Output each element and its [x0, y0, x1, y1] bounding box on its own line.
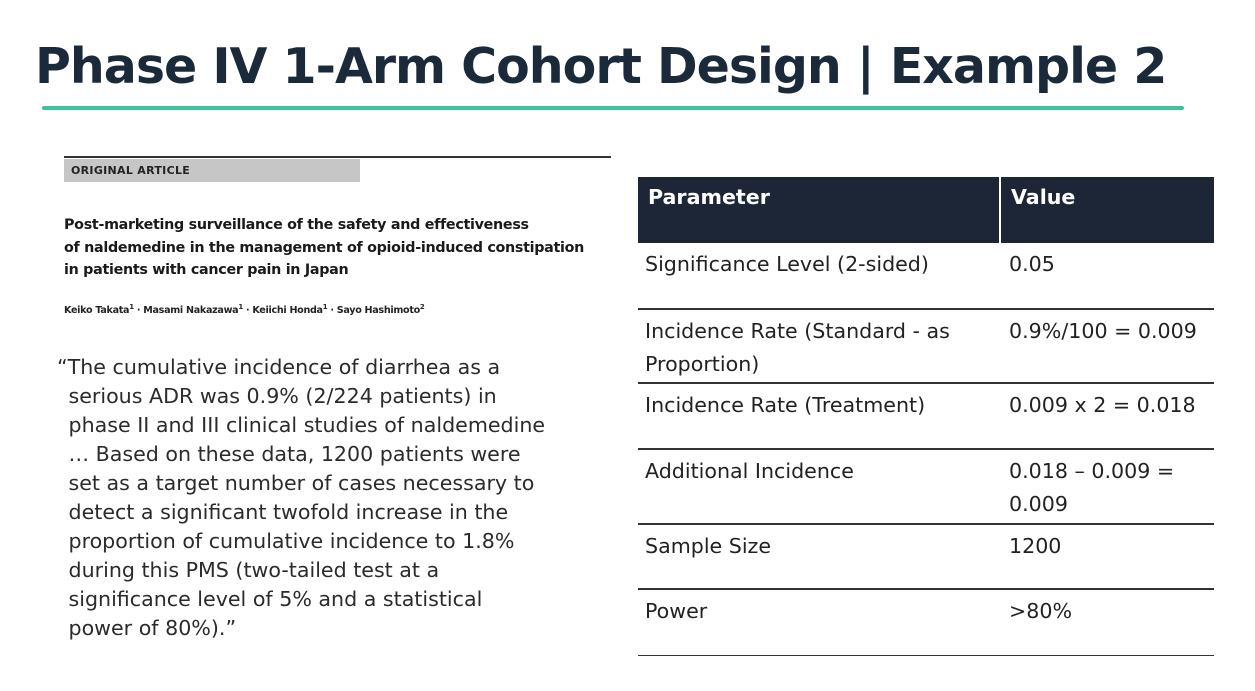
quote-line: set as a target number of cases necessar… — [68, 471, 535, 495]
table-row: Incidence Rate (Treatment) 0.009 x 2 = 0… — [638, 382, 1214, 449]
quote-line: … Based on these data, 1200 patients wer… — [68, 442, 521, 466]
table-row: Additional Incidence 0.018 – 0.009 = 0.0… — [638, 448, 1214, 524]
article-title-line: in patients with cancer pain in Japan — [64, 262, 349, 278]
author-affiliation: 1 — [129, 303, 134, 311]
column-header-value: Value — [999, 177, 1214, 243]
parameter-cell: Additional Incidence — [638, 448, 1000, 524]
author-name: Keiichi Honda — [252, 305, 323, 317]
table-row: Significance Level (2-sided) 0.05 — [638, 243, 1214, 309]
author-separator: · — [133, 305, 144, 317]
parameter-table: Parameter Value Significance Level (2-si… — [638, 177, 1214, 656]
parameter-cell: Incidence Rate (Standard - as Proportion… — [638, 308, 1000, 383]
slide-title: Phase IV 1-Arm Cohort Design | Example 2 — [35, 38, 1167, 95]
quote-line: serious ADR was 0.9% (2/224 patients) in — [68, 384, 497, 408]
article-title-line: of naldemedine in the management of opio… — [64, 239, 585, 256]
title-underline — [42, 106, 1184, 110]
author-separator: · — [327, 305, 337, 317]
value-cell: 1200 — [1000, 523, 1214, 589]
author-affiliation: 2 — [419, 303, 425, 311]
author-name: Masami Nakazawa — [143, 305, 239, 317]
quote-line: “The cumulative incidence of diarrhea as… — [57, 355, 501, 379]
article-title-line: Post-marketing surveillance of the safet… — [64, 217, 529, 233]
table-row: Incidence Rate (Standard - as Proportion… — [638, 308, 1214, 383]
quote-line: proportion of cumulative incidence to 1.… — [68, 529, 515, 553]
table-row: Sample Size 1200 — [638, 523, 1214, 589]
parameter-cell: Sample Size — [638, 523, 1000, 589]
column-header-parameter: Parameter — [638, 177, 1000, 243]
value-cell: >80% — [1000, 588, 1214, 656]
parameter-cell: Significance Level (2-sided) — [645, 252, 929, 276]
value-cell: 0.9%/100 = 0.009 — [1000, 308, 1214, 383]
quote-line: significance level of 5% and a statistic… — [68, 587, 483, 611]
article-title: Post-marketing surveillance of the safet… — [64, 214, 612, 282]
article-type-tag: ORIGINAL ARTICLE — [64, 159, 360, 182]
article-authors: Keiko Takata1 · Masami Nakazawa1 · Keiic… — [64, 300, 425, 318]
quote-line: power of 80%).” — [68, 616, 237, 640]
article-top-rule — [64, 156, 611, 158]
quote-line: phase II and III clinical studies of nal… — [68, 413, 546, 437]
parameter-cell: Incidence Rate (Treatment) — [638, 382, 1000, 449]
table-header-row: Parameter Value — [638, 177, 1214, 243]
table-row: Power >80% — [638, 588, 1214, 656]
quote-line: during this PMS (two-tailed test at a — [68, 558, 440, 582]
author-name: Keiko Takata — [64, 305, 130, 317]
author-affiliation: 1 — [322, 303, 328, 311]
article-type-label: ORIGINAL ARTICLE — [71, 164, 191, 177]
value-cell: 0.05 — [1009, 252, 1055, 276]
author-affiliation: 1 — [238, 303, 243, 311]
value-cell: 0.018 – 0.009 = 0.009 — [1000, 448, 1214, 524]
author-name: Sayo Hashimoto — [336, 305, 420, 317]
value-cell: 0.009 x 2 = 0.018 — [1000, 382, 1214, 449]
parameter-cell: Power — [638, 588, 1000, 656]
quote-line: detect a significant twofold increase in… — [68, 500, 509, 524]
author-separator: · — [242, 305, 253, 317]
article-quote: “The cumulative incidence of diarrhea as… — [57, 353, 597, 643]
